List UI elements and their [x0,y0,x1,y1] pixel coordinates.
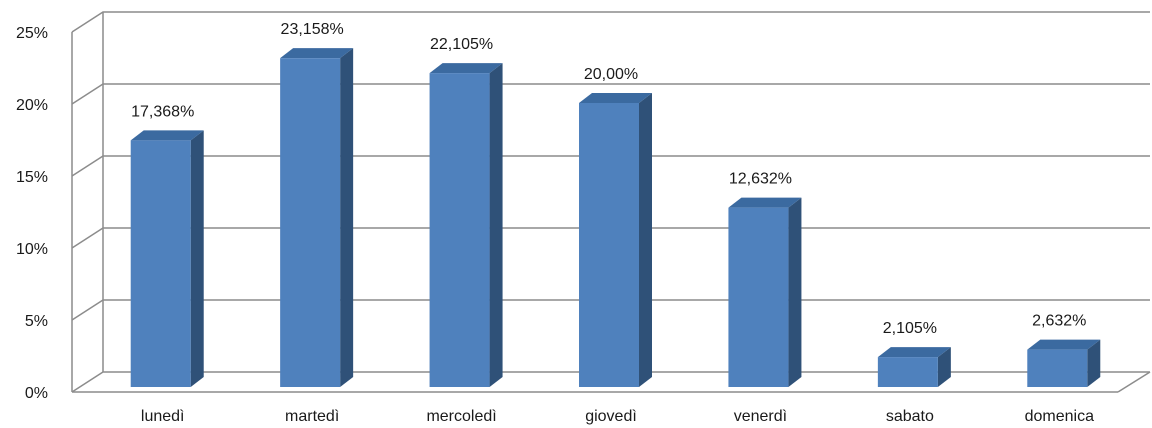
bar-top [280,48,354,59]
x-axis-ticks: lunedì martedì mercoledì giovedì venerdì saba… [141,408,1094,425]
y-axis-ticks: 0% 5% 10% 15% 20% 25% [16,25,48,402]
gridline [71,83,1150,105]
y-tick-label: 0% [25,385,48,402]
y-tick-label: 25% [16,25,48,42]
x-tick-label: mercoledì [426,408,496,425]
data-label: 12,632% [729,171,792,188]
bar-front [877,357,938,387]
data-label: 22,105% [430,36,493,53]
bar-side [190,130,204,388]
bar [877,347,951,387]
data-label: 2,105% [883,320,937,337]
bar-side [937,347,951,387]
bar-side [1087,339,1101,387]
gridline [71,11,1150,33]
bar-top [728,197,802,208]
data-label: 20,00% [584,66,638,83]
bar-side [639,93,652,387]
bar-front [728,207,789,387]
data-label: 17,368% [131,103,194,120]
bar-side [340,48,354,387]
bar [579,93,652,387]
data-label: 2,632% [1032,313,1086,330]
bars [130,48,1101,388]
bar-side [788,197,802,387]
bar-top [877,347,951,358]
bar-front [130,140,191,387]
floor-right-edge [1117,371,1151,393]
y-tick-label: 5% [25,313,48,330]
x-tick-label: martedì [285,408,339,425]
chart-walls [71,12,1151,393]
bar-top [579,93,652,103]
x-tick-label: lunedì [141,408,185,425]
y-tick-label: 20% [16,97,48,114]
bar [130,130,204,388]
gridline [71,155,1150,177]
data-labels: 17,368% 23,158% 22,105% 20,00% 12,632% 2,105%… [131,21,1086,337]
bar [280,48,354,387]
gridlines [71,11,1150,393]
data-label: 23,158% [281,21,344,38]
bar-side [489,63,503,387]
bar-front [429,73,490,387]
bar [728,197,802,387]
bar-top [130,130,204,141]
bar-front [579,103,639,387]
bar-front [280,58,341,387]
bar [1027,339,1101,387]
y-tick-label: 15% [16,169,48,186]
x-tick-label: giovedì [585,408,637,425]
x-tick-label: domenica [1025,408,1094,425]
x-tick-label: venerdì [734,408,787,425]
bar [429,63,503,387]
bar-top [429,63,503,74]
x-tick-label: sabato [886,408,934,425]
bar-top [1027,339,1101,350]
y-tick-label: 10% [16,241,48,258]
bar-front [1027,349,1088,387]
